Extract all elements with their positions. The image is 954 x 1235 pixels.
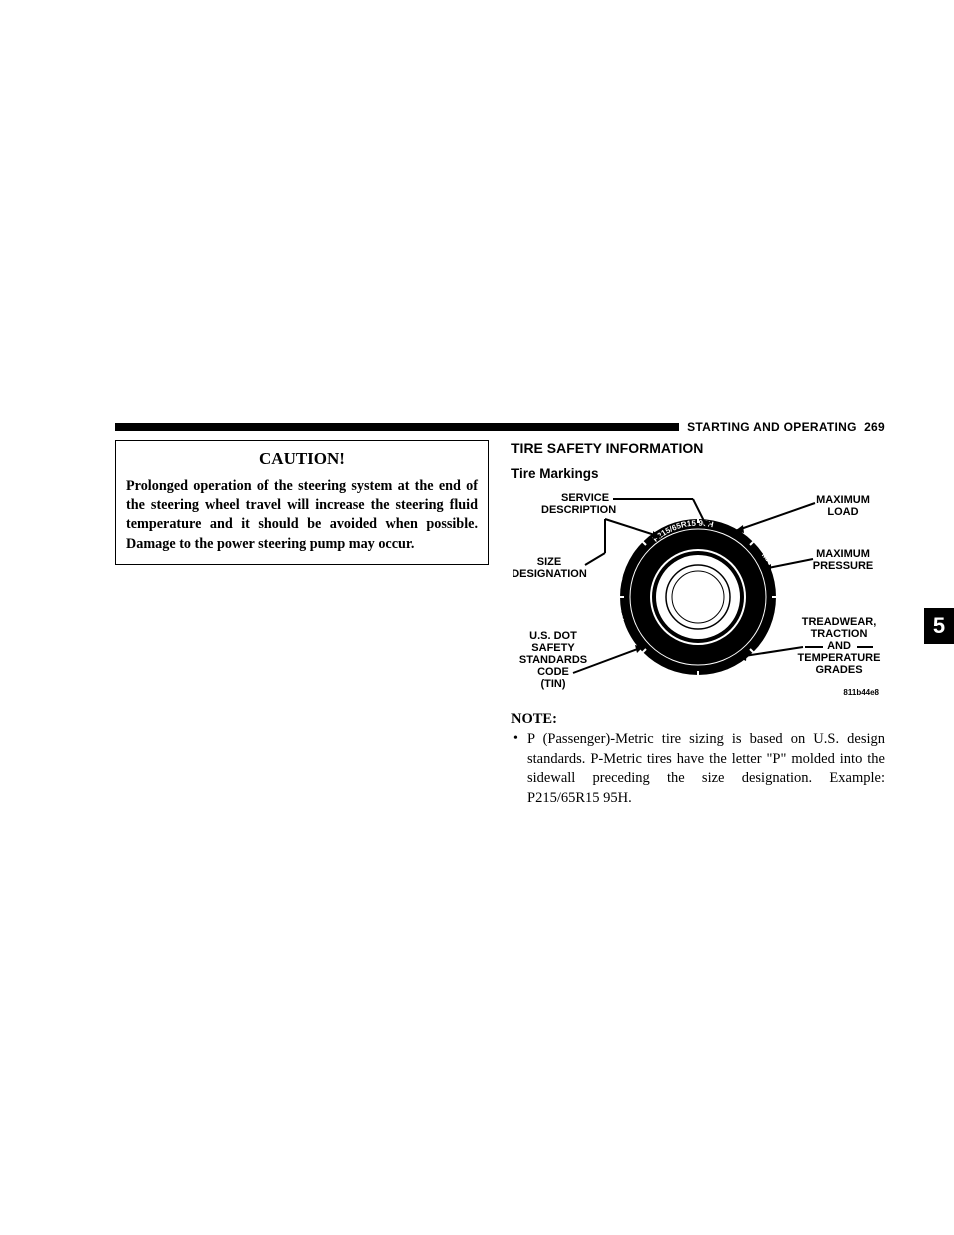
header-text: STARTING AND OPERATING 269 xyxy=(679,420,885,434)
label-size: SIZE xyxy=(537,556,561,568)
note-item: P (Passenger)-Metric tire sizing is base… xyxy=(527,730,885,808)
label-description: DESCRIPTION xyxy=(541,504,616,516)
caution-body: Prolonged operation of the steering syst… xyxy=(126,477,478,554)
label-maxpress1: MAXIMUM xyxy=(816,548,870,560)
note-list: P (Passenger)-Metric tire sizing is base… xyxy=(511,730,885,808)
tire-diagram: P215/65R15 95H TIRE NAME MANUFACTURER SE… xyxy=(511,487,885,705)
caution-box: CAUTION! Prolonged operation of the stee… xyxy=(115,440,489,565)
page-number: 269 xyxy=(864,420,885,434)
label-designation: DESIGNATION xyxy=(513,568,587,580)
label-tread3: AND xyxy=(827,640,851,652)
section-heading: TIRE SAFETY INFORMATION xyxy=(511,440,885,456)
label-usdot2: SAFETY xyxy=(531,642,575,654)
label-usdot1: U.S. DOT xyxy=(529,630,577,642)
chapter-tab: 5 xyxy=(924,608,954,644)
label-usdot4: CODE xyxy=(537,666,569,678)
caution-title: CAUTION! xyxy=(126,449,478,469)
label-service: SERVICE xyxy=(561,492,609,504)
label-tread5: GRADES xyxy=(815,664,862,676)
sub-heading: Tire Markings xyxy=(511,466,885,481)
label-usdot3: STANDARDS xyxy=(519,654,587,666)
left-column: CAUTION! Prolonged operation of the stee… xyxy=(115,440,489,808)
label-maxload2: LOAD xyxy=(827,506,858,518)
section-name: STARTING AND OPERATING xyxy=(687,420,857,434)
right-column: TIRE SAFETY INFORMATION Tire Markings xyxy=(511,440,885,808)
label-usdot5: (TIN) xyxy=(540,678,565,690)
label-maxload1: MAXIMUM xyxy=(816,494,870,506)
note-label: NOTE: xyxy=(511,711,885,728)
label-tread4: TEMPERATURE xyxy=(798,652,881,664)
label-tread2: TRACTION xyxy=(811,628,868,640)
image-code: 811b44e8 xyxy=(843,688,879,697)
page-header: STARTING AND OPERATING 269 xyxy=(115,420,885,434)
header-bar xyxy=(115,423,679,431)
label-maxpress2: PRESSURE xyxy=(813,560,874,572)
label-tread1: TREADWEAR, xyxy=(802,616,877,628)
tire-diagram-svg: P215/65R15 95H TIRE NAME MANUFACTURER SE… xyxy=(513,487,883,705)
